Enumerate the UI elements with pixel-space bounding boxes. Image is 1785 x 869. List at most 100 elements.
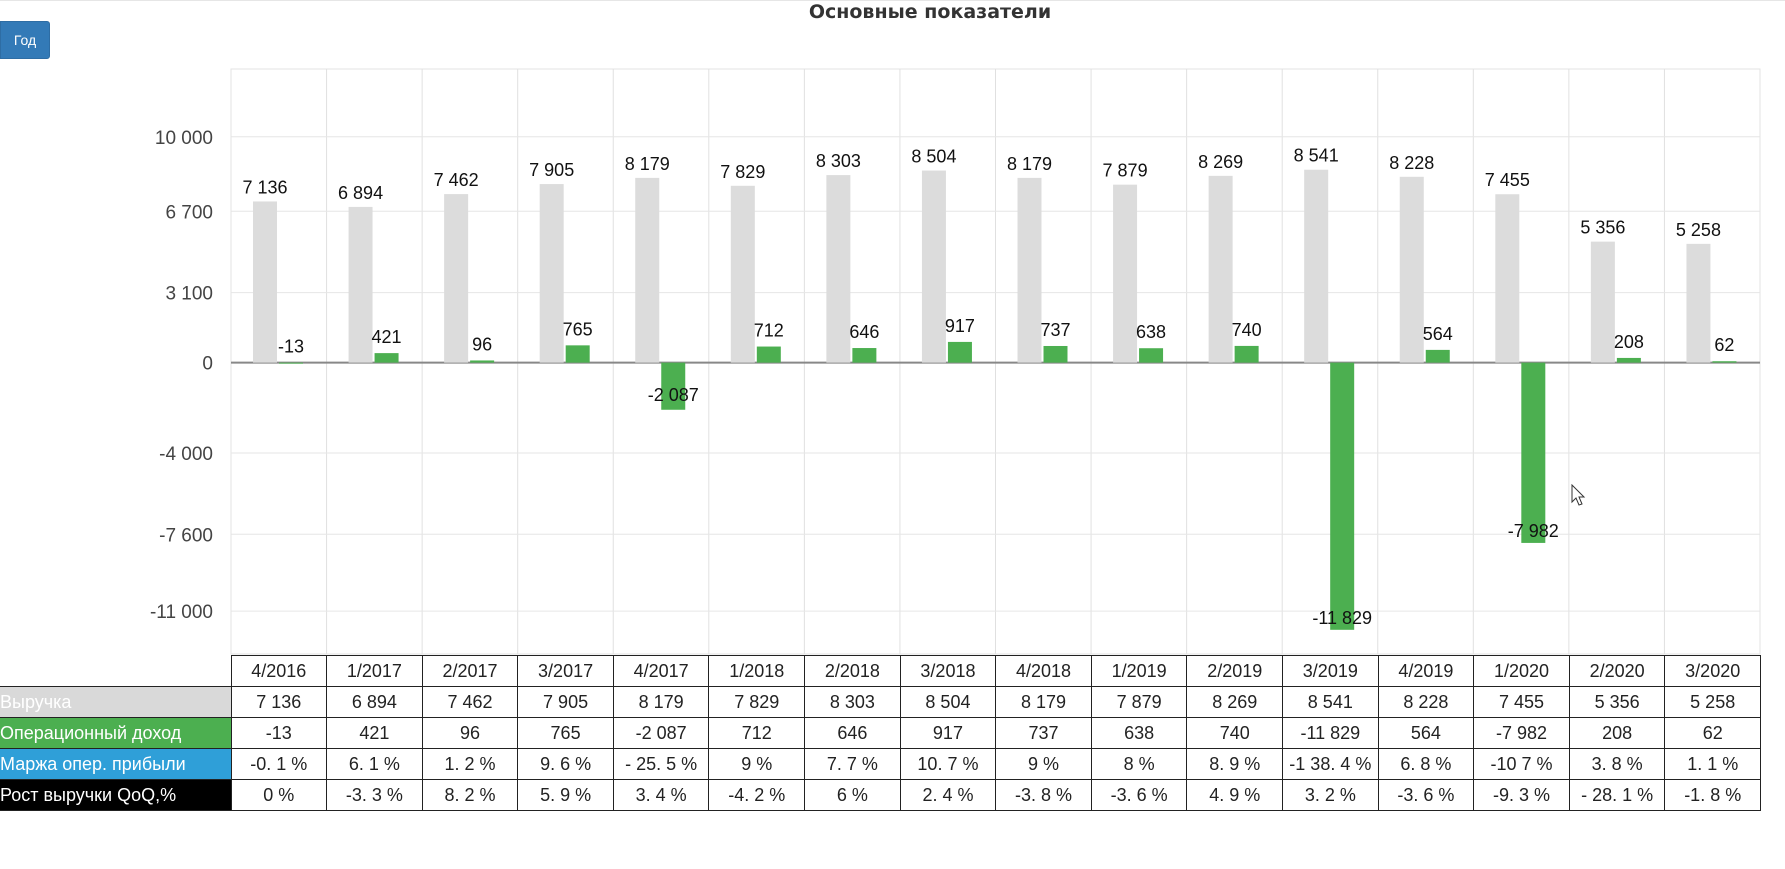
revenue-data-label: 5 258	[1676, 220, 1721, 240]
revenue-bar	[1686, 243, 1711, 363]
y-tick-label: -7 600	[159, 525, 213, 546]
table-cell: 5 258	[1664, 686, 1761, 718]
table-cell: 3. 4 %	[612, 779, 710, 811]
revenue-data-label: 7 905	[529, 160, 574, 180]
table-cell: -13	[230, 717, 328, 749]
operating-income-data-label: 421	[372, 327, 402, 347]
table-cell: 9. 6 %	[517, 748, 614, 780]
table-header-cell: 4/2016	[230, 655, 328, 687]
table-cell: 10. 7 %	[899, 748, 997, 780]
table-cell: 740	[1186, 717, 1284, 749]
table-cell: -9. 3 %	[1473, 779, 1570, 811]
revenue-bar	[1399, 176, 1424, 363]
table-cell: 564	[1377, 717, 1475, 749]
table-header-cell: 2/2020	[1568, 655, 1666, 687]
table-cell: 8 %	[1090, 748, 1188, 780]
table-cell: 638	[1090, 717, 1188, 749]
table-row: Маржа опер. прибыли -0. 1 % 6. 1 % 1. 2 % 9.…	[0, 748, 1761, 780]
revenue-bar	[1304, 169, 1329, 363]
operating-income-data-label: 208	[1614, 332, 1644, 352]
table-header-cell: 2/2018	[804, 655, 901, 687]
table-cell: 208	[1568, 717, 1666, 749]
table-cell: 8 179	[612, 686, 710, 718]
revenue-data-label: 7 879	[1103, 161, 1148, 181]
operating-income-bar	[1712, 361, 1737, 363]
data-table: 4/2016 1/2017 2/2017 3/2017 4/2017 1/2018 2/20…	[0, 655, 1761, 811]
revenue-data-label: 8 179	[625, 154, 670, 174]
table-cell: 7 462	[421, 686, 519, 718]
table-header-cell: 1/2019	[1090, 655, 1188, 687]
table-header-cell: 1/2018	[708, 655, 806, 687]
table-row-label: Маржа опер. прибыли	[0, 748, 232, 780]
revenue-data-label: 7 829	[720, 162, 765, 182]
table-cell: 62	[1664, 717, 1761, 749]
table-header-cell: 3/2018	[899, 655, 997, 687]
table-cell: 1. 2 %	[421, 748, 519, 780]
table-cell: -3. 6 %	[1377, 779, 1475, 811]
table-cell: 9 %	[708, 748, 806, 780]
operating-income-data-label: 740	[1232, 320, 1262, 340]
operating-income-bar	[1425, 349, 1450, 363]
operating-income-bar	[1234, 345, 1259, 363]
table-corner-cell	[0, 655, 231, 687]
table-cell: 0 %	[230, 779, 328, 811]
revenue-data-label: 8 541	[1294, 146, 1339, 166]
table-cell: 2. 4 %	[899, 779, 997, 811]
mouse-cursor-icon	[1571, 484, 1586, 506]
table-cell: 8 303	[804, 686, 901, 718]
revenue-bar	[635, 177, 660, 363]
table-header-cell: 2/2017	[421, 655, 519, 687]
revenue-data-label: 7 455	[1485, 170, 1530, 190]
table-cell: 737	[995, 717, 1092, 749]
operating-income-data-label: 917	[945, 316, 975, 336]
revenue-bar	[539, 184, 564, 363]
table-cell: -0. 1 %	[230, 748, 328, 780]
table-cell: -10 7 %	[1473, 748, 1570, 780]
table-cell: 8. 9 %	[1186, 748, 1284, 780]
operating-income-bar	[661, 362, 686, 410]
operating-income-data-label: -7 982	[1508, 521, 1559, 541]
table-cell: 3. 2 %	[1282, 779, 1379, 811]
operating-income-data-label: 638	[1136, 322, 1166, 342]
revenue-data-label: 8 228	[1389, 153, 1434, 173]
table-cell: 8 541	[1282, 686, 1379, 718]
operating-income-data-label: 564	[1423, 324, 1453, 344]
chart-svg: 10 000 6 700 3 100 0 -4 000 -7 600 -11 000 7 13…	[150, 68, 1761, 655]
table-cell: 917	[899, 717, 997, 749]
revenue-data-label: 7 462	[434, 170, 479, 190]
table-row-label: Операционный доход	[0, 717, 232, 749]
table-cell: -11 829	[1282, 717, 1379, 749]
table-header-cell: 1/2017	[326, 655, 423, 687]
table-cell: 6. 8 %	[1377, 748, 1475, 780]
operating-income-data-label: 62	[1714, 335, 1734, 355]
table-header-cell: 4/2017	[612, 655, 710, 687]
y-tick-label: -11 000	[150, 602, 213, 623]
revenue-data-label: 7 136	[242, 177, 287, 197]
revenue-bar	[1590, 241, 1615, 363]
operating-income-data-label: 737	[1040, 320, 1070, 340]
y-tick-label: -4 000	[159, 444, 213, 465]
revenue-bar	[730, 185, 755, 363]
revenue-bar	[1017, 177, 1042, 363]
revenue-data-label: 8 504	[911, 147, 956, 167]
table-cell: 6 894	[326, 686, 423, 718]
table-cell: 9 %	[995, 748, 1092, 780]
table-cell: 8 504	[899, 686, 997, 718]
table-header-cell: 4/2018	[995, 655, 1092, 687]
table-cell: 712	[708, 717, 806, 749]
operating-income-bar	[756, 346, 781, 363]
table-row-label: Рост выручки QoQ,%	[0, 779, 232, 811]
table-cell: 421	[326, 717, 423, 749]
table-cell: 646	[804, 717, 901, 749]
operating-income-data-label: -13	[278, 337, 304, 357]
table-row-label: Выручка	[0, 686, 232, 718]
table-row: Рост выручки QoQ,% 0 % -3. 3 % 8. 2 % 5. 9 %…	[0, 779, 1761, 811]
y-tick-label: 0	[202, 354, 213, 375]
table-header-cell: 4/2019	[1377, 655, 1475, 687]
revenue-bar	[1495, 194, 1520, 363]
operating-income-bar	[1043, 345, 1068, 363]
table-cell: 7. 7 %	[804, 748, 901, 780]
revenue-bar	[348, 206, 373, 363]
period-year-button[interactable]: Год	[0, 21, 50, 59]
operating-income-data-label: 646	[849, 322, 879, 342]
